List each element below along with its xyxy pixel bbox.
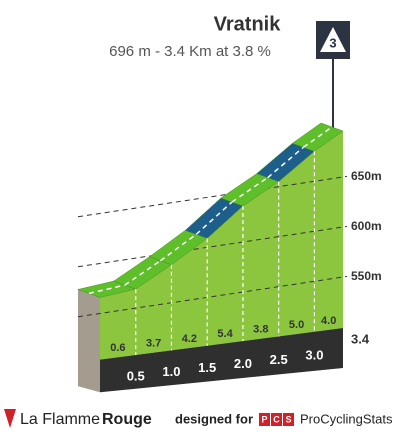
pcs-letter: P bbox=[261, 414, 267, 424]
pcs-box bbox=[271, 413, 282, 426]
base-band bbox=[100, 328, 343, 393]
x-tick-label: 2.0 bbox=[234, 356, 252, 371]
segment-center bbox=[88, 284, 125, 295]
gradient-label: 5.0 bbox=[289, 319, 304, 331]
y-tick-label: 550m bbox=[351, 269, 382, 283]
segment-center bbox=[231, 177, 269, 203]
pcs-name: ProCyclingStats bbox=[300, 411, 393, 426]
side-face bbox=[78, 289, 100, 393]
grid-line bbox=[77, 175, 348, 218]
x-tick-label: 3.0 bbox=[305, 348, 323, 363]
segment-center bbox=[124, 260, 161, 286]
profile: 550m 600m 650m 0.6 3.7 4.2 5.4 3.8 5.0 4.0 0.5 1.0 1… bbox=[77, 122, 382, 393]
segment-center bbox=[267, 146, 304, 179]
pcs-box bbox=[283, 413, 294, 426]
flame-icon bbox=[4, 409, 16, 428]
gradient-label: 4.2 bbox=[182, 333, 197, 345]
x-tick-label: 1.0 bbox=[162, 364, 180, 379]
x-tick-label: 1.5 bbox=[198, 360, 216, 375]
brand-left: La Flamme bbox=[20, 411, 100, 428]
gradient-label: 4.0 bbox=[321, 315, 336, 327]
designed-for: designed for bbox=[175, 411, 253, 426]
pcs-letter: C bbox=[273, 414, 280, 424]
gradient-label: 0.6 bbox=[110, 342, 125, 354]
category-triangle bbox=[320, 27, 346, 52]
pcs-letter: S bbox=[285, 414, 291, 424]
category-label: 3 bbox=[329, 35, 336, 50]
x-tick-label: 2.5 bbox=[270, 352, 288, 367]
segment-center bbox=[195, 201, 233, 235]
x-end-label: 3.4 bbox=[351, 331, 370, 346]
gradient-segment bbox=[291, 122, 344, 152]
chart-title: Vratnik bbox=[214, 13, 282, 35]
brand-right: Rouge bbox=[102, 411, 152, 428]
y-tick-label: 650m bbox=[351, 169, 382, 183]
x-tick-label: 0.5 bbox=[127, 368, 145, 383]
gradient-label: 5.4 bbox=[217, 328, 233, 340]
segment-center bbox=[160, 233, 197, 262]
gradient-label: 3.7 bbox=[146, 338, 161, 350]
grid-line bbox=[77, 225, 348, 268]
grid-line bbox=[77, 275, 348, 318]
chart-subtitle: 696 m - 3.4 Km at 3.8 % bbox=[109, 43, 271, 60]
segment-center bbox=[302, 126, 333, 148]
gradient-label: 3.8 bbox=[253, 324, 268, 336]
pcs-box bbox=[259, 413, 270, 426]
y-tick-label: 600m bbox=[351, 219, 382, 233]
